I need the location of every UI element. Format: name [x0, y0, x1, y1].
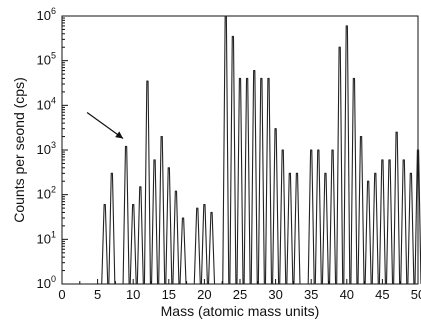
spectrum-peak [329, 149, 337, 285]
spectrum-peak [193, 207, 201, 285]
spectrum-peak [151, 159, 159, 285]
spectrum-peak [264, 77, 273, 285]
y-tick-label: 105 [37, 51, 56, 68]
x-tick-label: 30 [268, 287, 282, 302]
spectrum-peak [250, 70, 258, 285]
spectrum-peak [122, 145, 130, 285]
spectrum-peak [364, 180, 372, 285]
spectrum-peak [321, 172, 329, 285]
spectrum-peak [400, 159, 408, 285]
spectrum-peak [236, 77, 244, 285]
y-tick-label: 102 [37, 185, 56, 202]
spectrum-peak [293, 172, 301, 285]
y-axis-title: Counts per seond (cps) [11, 77, 27, 223]
spectrum-peak [393, 131, 401, 285]
spectrum-peak [108, 172, 116, 285]
spectrum-peak [307, 149, 315, 285]
spectrum-peak [129, 204, 137, 285]
x-axis-title: Mass (atomic mass units) [161, 303, 320, 319]
y-tick-label: 106 [37, 6, 56, 23]
spectrum-peak [200, 204, 208, 285]
spectrum-peaks [101, 15, 421, 285]
annotation-layer [86, 111, 124, 139]
x-axis-ticks: 0 5 10 15 20 25 30 35 40 45 50 [58, 279, 421, 302]
spectrum-peak [222, 15, 230, 285]
spectrum-peak [371, 172, 379, 285]
spectrum-peak [136, 186, 144, 285]
spectrum-peak [414, 149, 421, 285]
y-tick-base: 10 [37, 142, 51, 157]
spectrum-peak [165, 167, 173, 285]
x-tick-label: 10 [126, 287, 140, 302]
spectrum-peak [243, 77, 251, 285]
y-tick-exponent: 4 [51, 95, 56, 105]
spectrum-peak [350, 77, 358, 285]
spectrum-peak [385, 159, 394, 285]
spectrum-peak [314, 149, 322, 285]
spectrum-peak [407, 172, 415, 285]
y-tick-exponent: 5 [51, 51, 56, 61]
y-tick-exponent: 2 [51, 185, 56, 195]
y-tick-exponent: 1 [51, 229, 56, 239]
y-tick-base: 10 [37, 276, 51, 291]
spectrum-peak [257, 77, 265, 285]
y-tick-exponent: 6 [51, 6, 56, 16]
spectrum-peak [343, 25, 351, 285]
spectrum-peak [357, 136, 365, 285]
plot-frame [61, 15, 419, 285]
x-tick-label: 35 [304, 287, 318, 302]
x-tick-label: 15 [162, 287, 176, 302]
y-tick-exponent: 0 [51, 274, 56, 284]
y-tick-label: 103 [37, 140, 56, 157]
spectrum-peak [229, 35, 237, 285]
annotation-arrow-head [115, 131, 124, 139]
y-tick-label: 100 [37, 274, 56, 291]
y-tick-base: 10 [37, 8, 51, 23]
spectrum-peak [207, 211, 216, 285]
y-tick-label: 101 [37, 229, 56, 246]
x-tick-label: 5 [94, 287, 101, 302]
x-tick-label: 25 [233, 287, 247, 302]
y-tick-base: 10 [37, 187, 51, 202]
x-tick-label: 0 [58, 287, 65, 302]
spectrum-peak [378, 159, 386, 285]
x-tick-label: 50 [411, 287, 421, 302]
x-tick-label: 40 [340, 287, 354, 302]
spectrum-peak [101, 204, 109, 285]
x-tick-label: 20 [197, 287, 211, 302]
spectrum-peak [179, 217, 187, 285]
y-tick-base: 10 [37, 53, 51, 68]
x-tick-label: 45 [375, 287, 389, 302]
spectrum-peak [286, 172, 294, 285]
spectrum-peak [336, 46, 344, 285]
y-tick-label: 104 [37, 95, 56, 112]
spectrum-peak [279, 149, 287, 285]
spectrum-peak [158, 136, 166, 285]
y-tick-base: 10 [37, 97, 51, 112]
spectrum-peak [143, 80, 151, 285]
spectrum-peak [172, 190, 180, 285]
spectrum-peak [272, 128, 280, 285]
annotation-arrow-shaft [86, 111, 124, 139]
y-tick-base: 10 [37, 231, 51, 246]
y-tick-exponent: 3 [51, 140, 56, 150]
